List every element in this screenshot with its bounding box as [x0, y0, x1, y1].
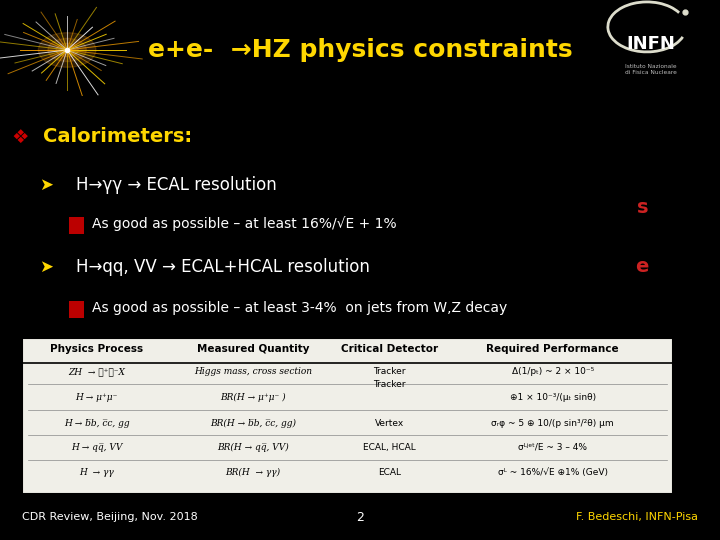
Text: ❖: ❖ [12, 127, 30, 146]
Text: e+e-  →HZ physics constraints: e+e- →HZ physics constraints [148, 38, 572, 62]
Bar [69, 301, 84, 318]
Text: BR(H → b̅b, c̅c, gg): BR(H → b̅b, c̅c, gg) [210, 419, 296, 428]
Text: Vertex: Vertex [375, 419, 405, 428]
Text: Physics Process: Physics Process [50, 344, 143, 354]
Text: Measured Quantity: Measured Quantity [197, 344, 309, 354]
Text: CDR Review, Beijing, Nov. 2018: CDR Review, Beijing, Nov. 2018 [22, 512, 197, 522]
Text: Calorimeters:: Calorimeters: [42, 127, 192, 146]
Text: As good as possible – at least 16%/√E + 1%: As good as possible – at least 16%/√E + … [92, 216, 397, 231]
Text: F. Bedeschi, INFN-Pisa: F. Bedeschi, INFN-Pisa [577, 512, 698, 522]
Text: ECAL, HCAL: ECAL, HCAL [364, 443, 416, 451]
Text: H  → γγ: H → γγ [79, 468, 114, 477]
Text: BR(H → μ⁺μ⁻ ): BR(H → μ⁺μ⁻ ) [220, 393, 286, 402]
Text: σᴸʲᵉᵗ/E ~ 3 – 4%: σᴸʲᵉᵗ/E ~ 3 – 4% [518, 443, 587, 451]
Text: ECAL: ECAL [378, 468, 401, 477]
Text: Δ(1/pₜ) ~ 2 × 10⁻⁵: Δ(1/pₜ) ~ 2 × 10⁻⁵ [511, 367, 594, 376]
Text: H → b̅b, c̅c, gg: H → b̅b, c̅c, gg [64, 419, 130, 428]
Text: ⊕1 × 10⁻³/(μₜ sinθ): ⊕1 × 10⁻³/(μₜ sinθ) [510, 393, 595, 402]
Text: Tracker: Tracker [374, 380, 406, 389]
Text: σᴸ ~ 16%/√E ⊕1% (GeV): σᴸ ~ 16%/√E ⊕1% (GeV) [498, 468, 608, 477]
Circle shape [38, 33, 96, 68]
Text: H→γγ → ECAL resolution: H→γγ → ECAL resolution [76, 176, 276, 194]
Text: Istituto Nazionale
di Fisica Nucleare: Istituto Nazionale di Fisica Nucleare [625, 64, 677, 75]
Text: Critical Detector: Critical Detector [341, 344, 438, 354]
Text: ➤: ➤ [40, 258, 53, 276]
Text: INFN: INFN [626, 35, 675, 53]
Text: H → μ⁺μ⁻: H → μ⁺μ⁻ [76, 393, 118, 402]
Text: H→qq, VV → ECAL+HCAL resolution: H→qq, VV → ECAL+HCAL resolution [76, 258, 369, 276]
Circle shape [56, 43, 78, 57]
Bar [69, 217, 84, 234]
Text: 2: 2 [356, 510, 364, 524]
Text: σᵣφ ~ 5 ⊕ 10/(p sin³/²θ) μm: σᵣφ ~ 5 ⊕ 10/(p sin³/²θ) μm [491, 419, 614, 428]
Text: H → qq̅, VV: H → qq̅, VV [71, 443, 122, 451]
Circle shape [48, 38, 86, 62]
Text: As good as possible – at least 3-4%  on jets from W,Z decay: As good as possible – at least 3-4% on j… [92, 301, 508, 315]
Text: ZH  → ℓ⁺ℓ⁻X: ZH → ℓ⁺ℓ⁻X [68, 367, 125, 376]
Text: s: s [637, 198, 649, 217]
Text: e: e [636, 258, 649, 276]
Text: ➤: ➤ [40, 176, 53, 194]
Text: BR(H → qq̅, VV): BR(H → qq̅, VV) [217, 443, 289, 451]
Text: Tracker: Tracker [374, 367, 406, 376]
Text: BR(H  → γγ): BR(H → γγ) [225, 468, 281, 477]
Text: Higgs mass, cross section: Higgs mass, cross section [194, 367, 312, 376]
Text: Required Performance: Required Performance [486, 344, 619, 354]
